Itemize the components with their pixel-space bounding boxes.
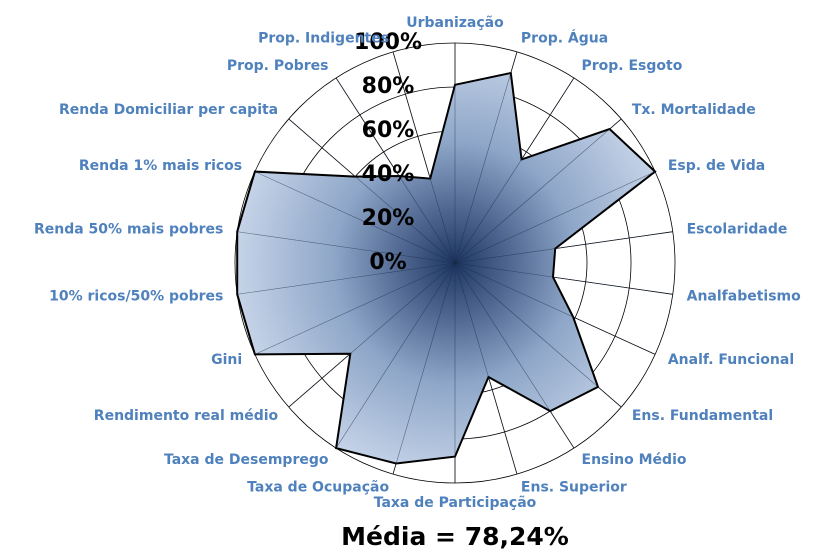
spoke-overlay (254, 262, 456, 355)
spoke-overlay (454, 77, 575, 264)
category-label: Renda Domiciliar per capita (59, 102, 278, 118)
r-tick-label: 20% (362, 206, 415, 231)
category-label: Gini (211, 352, 242, 368)
spoke-overlay (454, 262, 656, 355)
category-label: Prop. Indigentes (258, 30, 389, 46)
spoke-overlay (237, 262, 456, 295)
category-label: Renda 50% mais pobres (34, 222, 223, 238)
r-tick-label: 100% (354, 30, 422, 55)
category-label: Rendimento real médio (94, 408, 279, 424)
spoke-overlay (454, 51, 518, 264)
category-label: Renda 1% mais ricos (79, 158, 242, 174)
spoke-overlay (454, 231, 673, 264)
spoke-overlay (454, 262, 575, 449)
category-label: Esp. de Vida (668, 158, 765, 174)
category-label: Tx. Mortalidade (632, 102, 756, 118)
spoke-overlay (392, 51, 456, 264)
spoke-overlay (237, 231, 456, 264)
spoke-overlay (392, 262, 456, 475)
spoke-overlay (288, 118, 456, 264)
spoke-overlay (254, 171, 456, 264)
spoke-overlay (454, 118, 622, 264)
category-label: Analf. Funcional (668, 352, 794, 368)
spoke-overlay (454, 262, 622, 408)
spoke-overlay (454, 171, 656, 264)
r-tick-label: 60% (362, 118, 415, 143)
category-label: Prop. Água (521, 29, 608, 46)
category-label: Prop. Esgoto (582, 58, 683, 74)
r-tick-label: 40% (362, 162, 415, 187)
category-label: Prop. Pobres (227, 58, 329, 74)
category-label: Escolaridade (687, 222, 788, 238)
spoke-overlay (454, 262, 673, 295)
category-label: Ens. Fundamental (632, 408, 773, 424)
category-label: Ens. Superior (521, 480, 627, 496)
category-label: Urbanização (406, 15, 504, 31)
spoke-overlay (454, 262, 518, 475)
annotation: Média = 78,24% (341, 522, 569, 551)
r-tick-label: 0% (369, 250, 406, 275)
spoke-overlay (335, 77, 456, 264)
category-label: Analfabetismo (687, 288, 802, 304)
category-label: Taxa de Participação (374, 495, 537, 511)
category-label: Ensino Médio (582, 452, 687, 468)
spoke-overlay (335, 262, 456, 449)
spoke-overlay (288, 262, 456, 408)
category-label: Taxa de Ocupação (247, 480, 389, 496)
radar-area (236, 71, 657, 465)
category-label: 10% ricos/50% pobres (49, 288, 223, 304)
category-label: Taxa de Desemprego (164, 452, 329, 468)
r-tick-label: 80% (362, 74, 415, 99)
